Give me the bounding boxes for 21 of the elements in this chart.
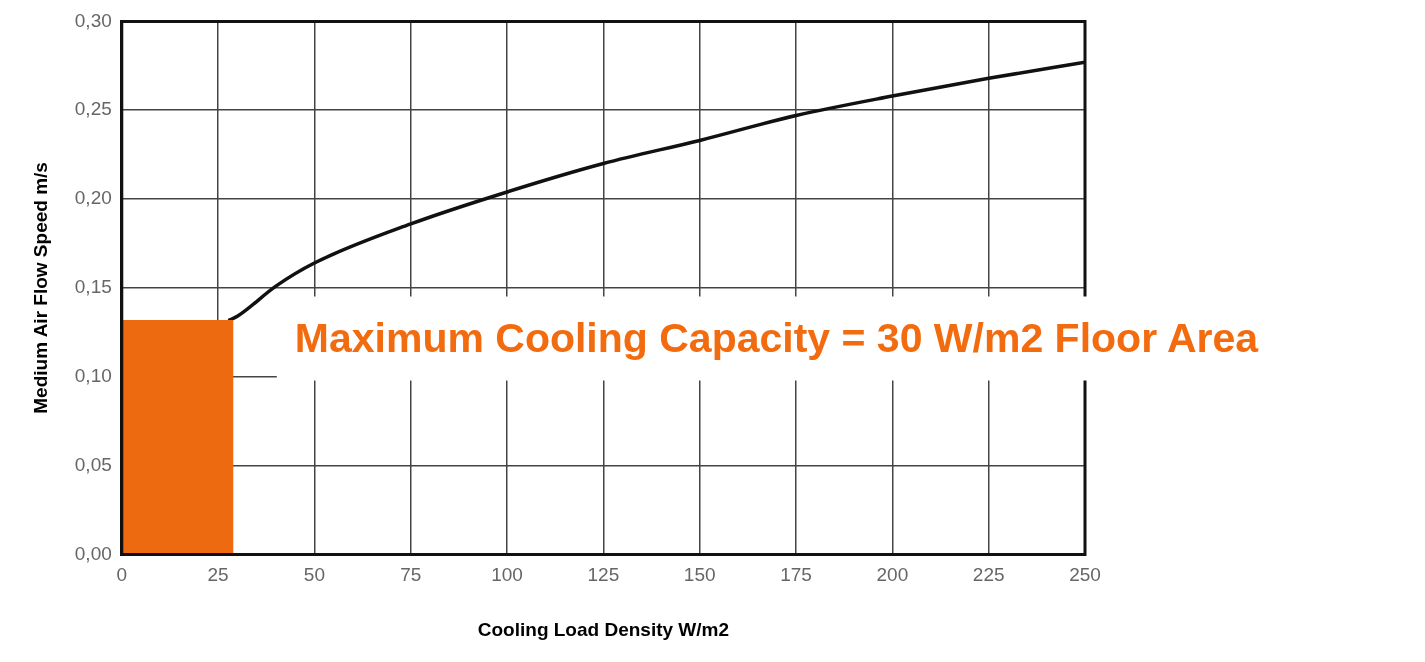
- x-tick-label: 200: [876, 564, 909, 586]
- x-tick-label: 175: [780, 564, 812, 586]
- x-tick-label: 25: [207, 564, 229, 586]
- y-tick-label: 0,00: [74, 542, 112, 564]
- y-tick-label: 0,30: [74, 9, 112, 31]
- y-tick-label: 0,25: [74, 98, 112, 120]
- x-tick-label: 75: [400, 564, 422, 586]
- y-tick-label: 0,10: [74, 364, 112, 386]
- x-tick-label: 225: [972, 564, 1005, 586]
- x-tick-label: 50: [303, 564, 325, 586]
- x-tick-label: 150: [683, 564, 716, 586]
- y-axis-title: Medium Air Flow Speed m/s: [29, 162, 51, 414]
- x-axis-title: Cooling Load Density W/m2: [477, 618, 730, 640]
- y-tick-label: 0,15: [74, 276, 112, 298]
- y-tick-label: 0,20: [74, 187, 112, 209]
- x-tick-label: 100: [491, 564, 523, 586]
- x-tick-label: 0: [116, 564, 128, 586]
- x-tick-label: 250: [1069, 564, 1101, 586]
- x-tick-label: 125: [587, 564, 620, 586]
- annotation: Maximum Cooling Capacity = 30 W/m2 Floor Area: [294, 314, 1260, 361]
- y-tick-label: 0,05: [74, 453, 112, 475]
